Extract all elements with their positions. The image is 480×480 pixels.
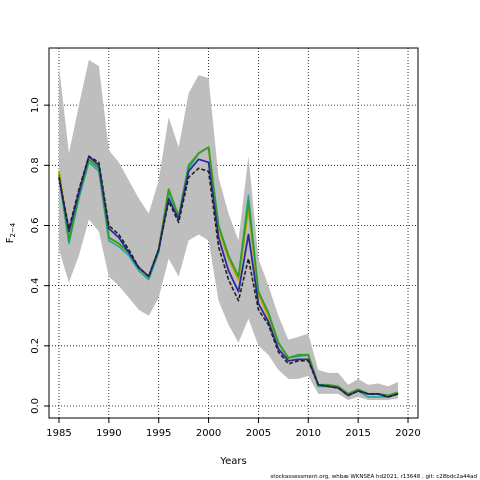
x-tick-label: 2015 (345, 428, 370, 439)
x-tick-label: 1985 (46, 428, 71, 439)
x-tick-label: 2005 (246, 428, 271, 439)
x-tick-label: 2000 (196, 428, 221, 439)
footer-credit: stockassessment.org, whbæ WKNSEA hd2021,… (270, 474, 477, 480)
series-line-3 (58, 146, 399, 397)
y-tick-label: 0.8 (30, 157, 41, 173)
series-line-5 (58, 155, 399, 398)
y-axis-title-subscript: 2−4 (9, 222, 17, 237)
x-tick-label: 2020 (395, 428, 420, 439)
confidence-band (58, 60, 399, 400)
x-axis: 1985 1990 1995 2000 2005 2010 2015 2020 (46, 418, 421, 439)
y-axis: 0.0 0.2 0.4 0.6 0.8 1.0 (30, 97, 49, 414)
y-tick-label: 0.2 (30, 338, 41, 354)
y-tick-label: 1.0 (30, 97, 41, 113)
y-tick-label: 0.6 (30, 218, 41, 234)
x-axis-title: Years (219, 456, 246, 467)
plot-frame (48, 47, 419, 419)
y-tick-label: 0.0 (30, 398, 41, 414)
x-tick-label: 2010 (296, 428, 321, 439)
y-tick-label: 0.4 (30, 278, 41, 294)
y-axis-title: F2−4 (5, 222, 17, 243)
x-tick-label: 1990 (96, 428, 121, 439)
series-layer (57, 146, 399, 398)
x-tick-label: 1995 (146, 428, 171, 439)
confidence-band-layer (58, 60, 399, 400)
